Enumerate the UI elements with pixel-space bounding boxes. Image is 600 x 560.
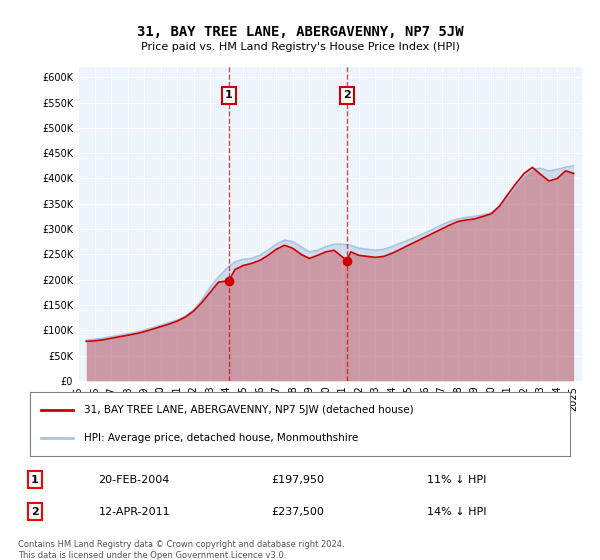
- Text: £197,950: £197,950: [271, 474, 324, 484]
- Text: Price paid vs. HM Land Registry's House Price Index (HPI): Price paid vs. HM Land Registry's House …: [140, 42, 460, 52]
- Text: 31, BAY TREE LANE, ABERGAVENNY, NP7 5JW: 31, BAY TREE LANE, ABERGAVENNY, NP7 5JW: [137, 25, 463, 39]
- Text: 31, BAY TREE LANE, ABERGAVENNY, NP7 5JW (detached house): 31, BAY TREE LANE, ABERGAVENNY, NP7 5JW …: [84, 405, 413, 415]
- Text: 1: 1: [225, 90, 233, 100]
- Text: 14% ↓ HPI: 14% ↓ HPI: [427, 507, 486, 517]
- Text: 12-APR-2011: 12-APR-2011: [98, 507, 170, 517]
- Text: HPI: Average price, detached house, Monmouthshire: HPI: Average price, detached house, Monm…: [84, 433, 358, 444]
- Text: Contains HM Land Registry data © Crown copyright and database right 2024.
This d: Contains HM Land Registry data © Crown c…: [18, 540, 344, 560]
- Text: 2: 2: [343, 90, 351, 100]
- Text: 11% ↓ HPI: 11% ↓ HPI: [427, 474, 486, 484]
- Text: £237,500: £237,500: [271, 507, 324, 517]
- Text: 1: 1: [31, 474, 39, 484]
- Text: 2: 2: [31, 507, 39, 517]
- Text: 20-FEB-2004: 20-FEB-2004: [98, 474, 170, 484]
